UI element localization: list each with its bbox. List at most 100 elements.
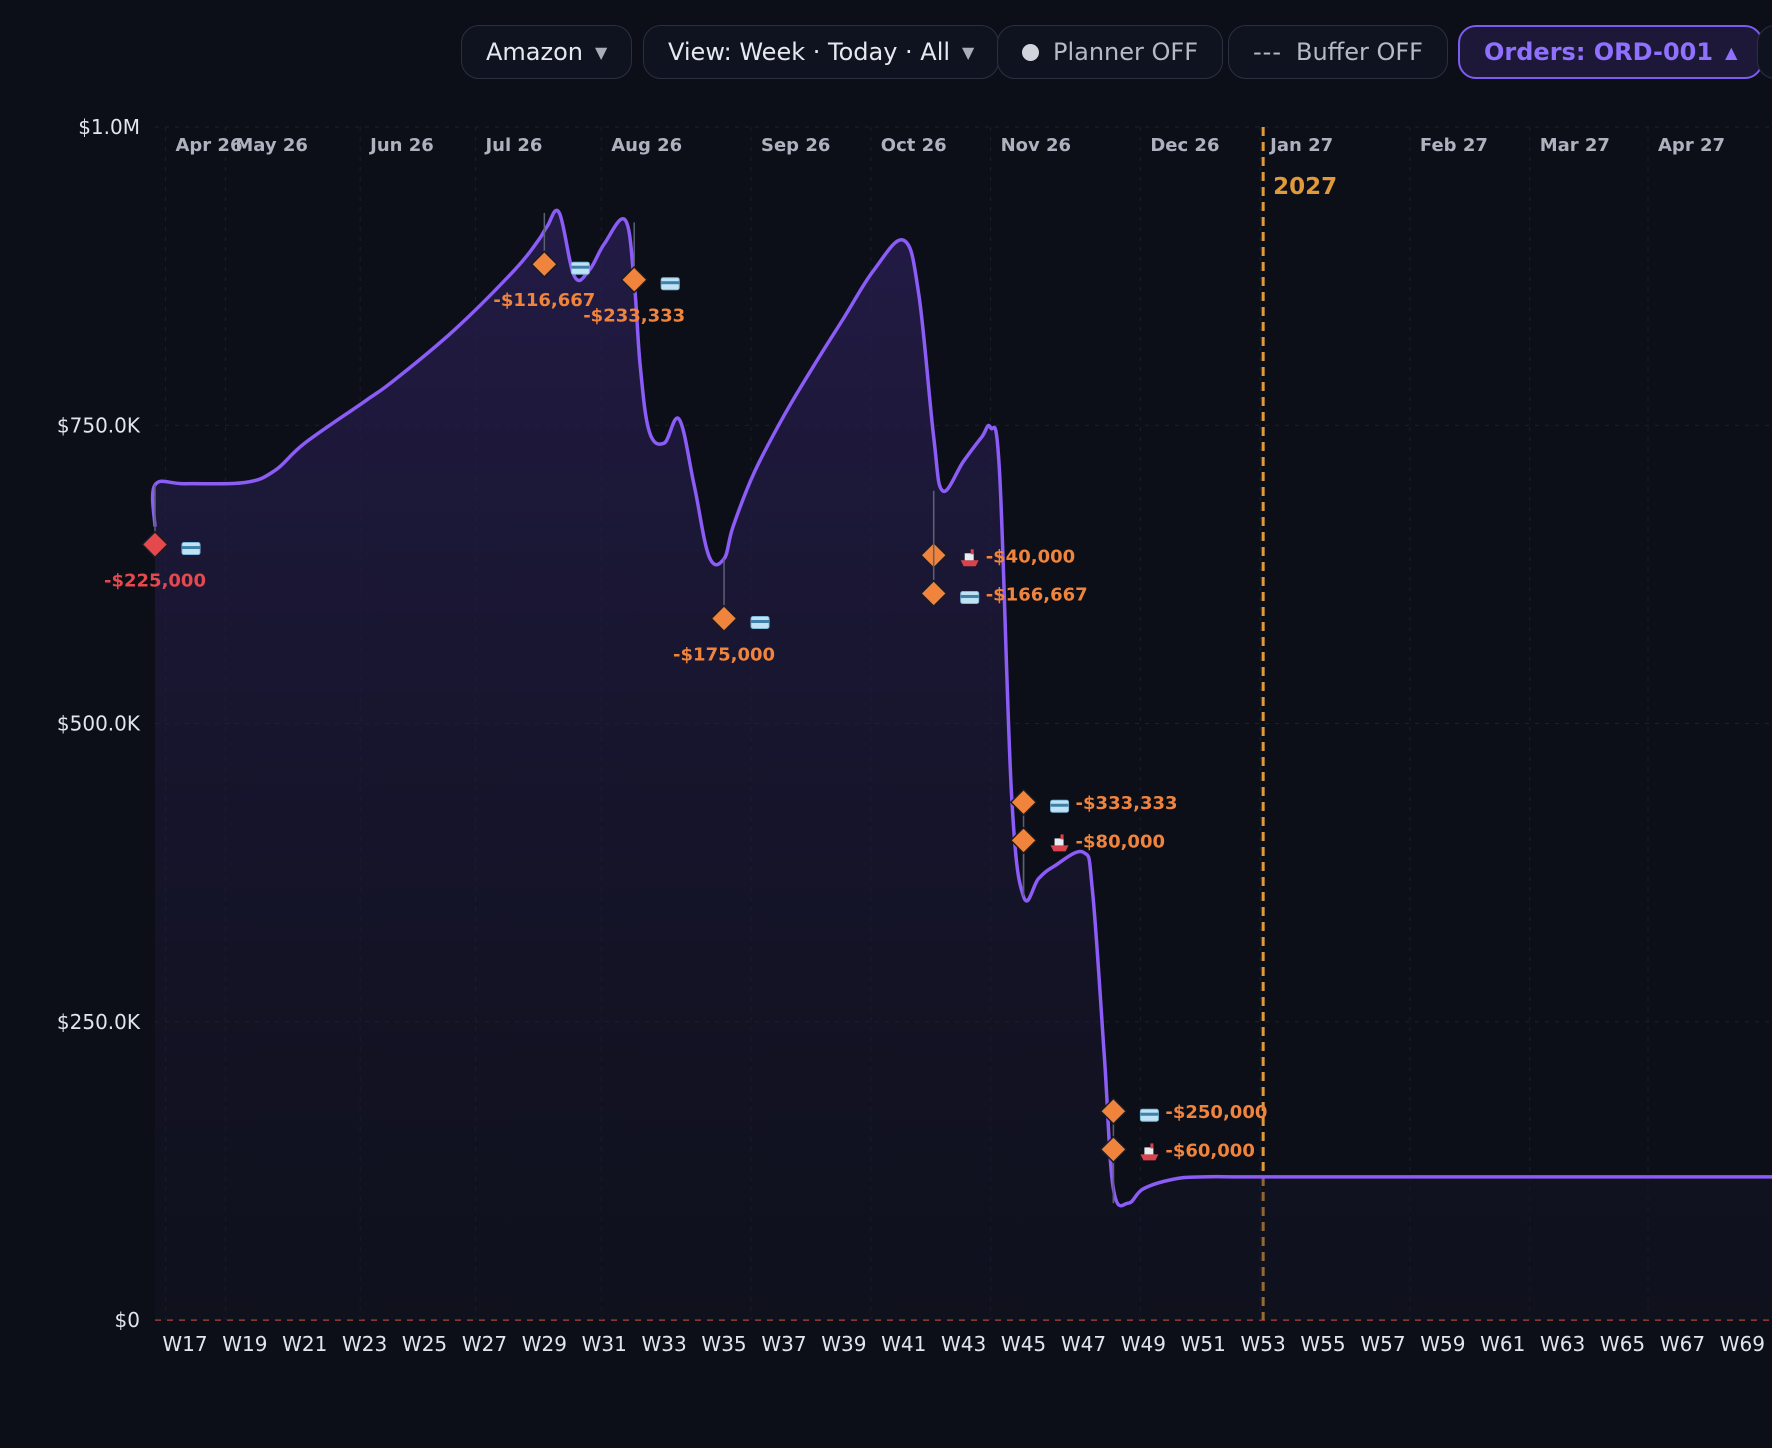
event-label: -$40,000 — [986, 546, 1075, 567]
card-stripe — [661, 281, 680, 285]
month-tick-label: Jun 26 — [368, 135, 434, 156]
y-tick-label: $1.0M — [78, 115, 140, 139]
card-icon — [1139, 1108, 1159, 1122]
month-tick-label: Jan 27 — [1268, 135, 1333, 156]
card-icon — [181, 542, 201, 556]
card-stripe — [571, 265, 590, 269]
area-layer — [150, 208, 1772, 1320]
y-tick-label: $750.0K — [57, 413, 141, 437]
week-tick-label: W29 — [522, 1332, 567, 1356]
week-tick-label: W43 — [941, 1332, 986, 1356]
view-label: View: Week · Today · All — [668, 38, 951, 66]
ship-cabin — [964, 553, 974, 561]
orders-label: Orders: ORD-001 — [1484, 38, 1714, 66]
ship-hull — [1140, 1154, 1159, 1161]
event-label: -$233,333 — [583, 306, 685, 327]
event-label: -$116,667 — [493, 290, 595, 311]
week-tick-label: W33 — [642, 1332, 687, 1356]
month-tick-label: Sep 26 — [761, 135, 830, 156]
card-icon — [1050, 799, 1070, 813]
week-tick-label: W37 — [761, 1332, 806, 1356]
month-tick-label: Aug 26 — [611, 135, 682, 156]
week-tick-label: W25 — [402, 1332, 447, 1356]
week-tick-label: W17 — [162, 1332, 207, 1356]
ship-icon — [1050, 834, 1069, 852]
card-stripe — [751, 620, 770, 624]
event-marker: -$225,000 — [104, 484, 206, 592]
event-marker: -$175,000 — [673, 558, 775, 666]
planner-label: Planner OFF — [1053, 38, 1199, 66]
event-diamond — [710, 604, 738, 633]
event-diamond — [530, 250, 559, 278]
event-label: -$60,000 — [1165, 1140, 1254, 1161]
ship-cabin — [1054, 838, 1064, 846]
status-dot-icon — [1022, 43, 1039, 61]
card-stripe — [1050, 803, 1069, 807]
event-label: -$250,000 — [1165, 1102, 1267, 1123]
event-diamond — [141, 530, 169, 559]
event-marker: -$80,000 — [1009, 826, 1165, 897]
card-stripe — [182, 546, 200, 550]
ship-hull — [1050, 845, 1069, 852]
buffer-toggle[interactable]: --- Buffer OFF — [1228, 25, 1448, 79]
buffer-label: Buffer OFF — [1295, 38, 1423, 66]
month-tick-label: Oct 26 — [881, 135, 947, 156]
y-tick-label: $500.0K — [57, 712, 141, 736]
week-tick-label: W55 — [1300, 1332, 1345, 1356]
week-tick-label: W49 — [1121, 1332, 1166, 1356]
week-tick-label: W53 — [1241, 1332, 1286, 1356]
month-tick-label: Mar 27 — [1540, 135, 1610, 156]
week-tick-label: W19 — [222, 1332, 267, 1356]
series-line — [150, 208, 1772, 1208]
card-icon — [570, 261, 590, 275]
week-tick-label: W39 — [821, 1332, 866, 1356]
card-icon — [660, 277, 680, 291]
event-label: -$225,000 — [104, 571, 206, 592]
chevron-up-icon: ▲ — [1725, 42, 1738, 62]
week-tick-label: W57 — [1360, 1332, 1405, 1356]
card-stripe — [1140, 1112, 1159, 1116]
marketplace-dropdown[interactable]: Amazon ▼ — [461, 25, 633, 79]
month-tick-label: Feb 27 — [1420, 135, 1488, 156]
week-tick-label: W51 — [1181, 1332, 1226, 1356]
card-icon — [750, 616, 770, 630]
event-marker: -$60,000 — [1099, 1135, 1255, 1204]
ship-cabin — [1144, 1147, 1154, 1155]
year-marker-label: 2027 — [1273, 174, 1337, 200]
week-tick-label: W63 — [1540, 1332, 1585, 1356]
event-label: -$166,667 — [986, 584, 1088, 605]
month-tick-label: Apr 26 — [175, 135, 242, 156]
ship-funnel — [970, 549, 974, 555]
event-marker: -$250,000 — [1099, 1097, 1267, 1204]
y-tick-label: $0 — [115, 1308, 140, 1332]
event-markers: -$225,000 -$116,667-$233,333 -$175,000 -$40… — [104, 212, 1267, 1204]
event-marker: -$116,667 — [493, 212, 595, 311]
chevron-down-icon: ▼ — [595, 42, 608, 62]
week-tick-label: W23 — [342, 1332, 387, 1356]
card-icon — [960, 590, 980, 604]
y-tick-label: $250.0K — [57, 1010, 141, 1034]
event-diamond — [1099, 1135, 1128, 1164]
week-tick-label: W35 — [701, 1332, 746, 1356]
month-tick-label: Dec 26 — [1150, 135, 1219, 156]
week-tick-label: W31 — [582, 1332, 627, 1356]
week-tick-label: W45 — [1001, 1332, 1046, 1356]
orders-dropdown[interactable]: Orders: ORD-001 ▲ — [1458, 25, 1764, 79]
event-label: -$333,333 — [1076, 793, 1178, 814]
week-tick-label: W41 — [881, 1332, 926, 1356]
week-tick-label: W27 — [462, 1332, 507, 1356]
ship-hull — [960, 560, 979, 567]
event-diamond — [1009, 826, 1038, 855]
planner-toggle[interactable]: Planner OFF — [997, 25, 1224, 79]
month-tick-label: Jul 26 — [483, 135, 542, 156]
marketplace-label: Amazon — [486, 38, 583, 66]
week-tick-label: W67 — [1660, 1332, 1705, 1356]
toolbar: Amazon ▼ View: Week · Today · All ▼ Plan… — [0, 25, 1772, 83]
ship-funnel — [1150, 1143, 1154, 1149]
week-tick-label: W59 — [1420, 1332, 1465, 1356]
event-label: -$175,000 — [673, 645, 775, 666]
week-tick-label: W47 — [1061, 1332, 1106, 1356]
event-diamond — [919, 579, 948, 608]
